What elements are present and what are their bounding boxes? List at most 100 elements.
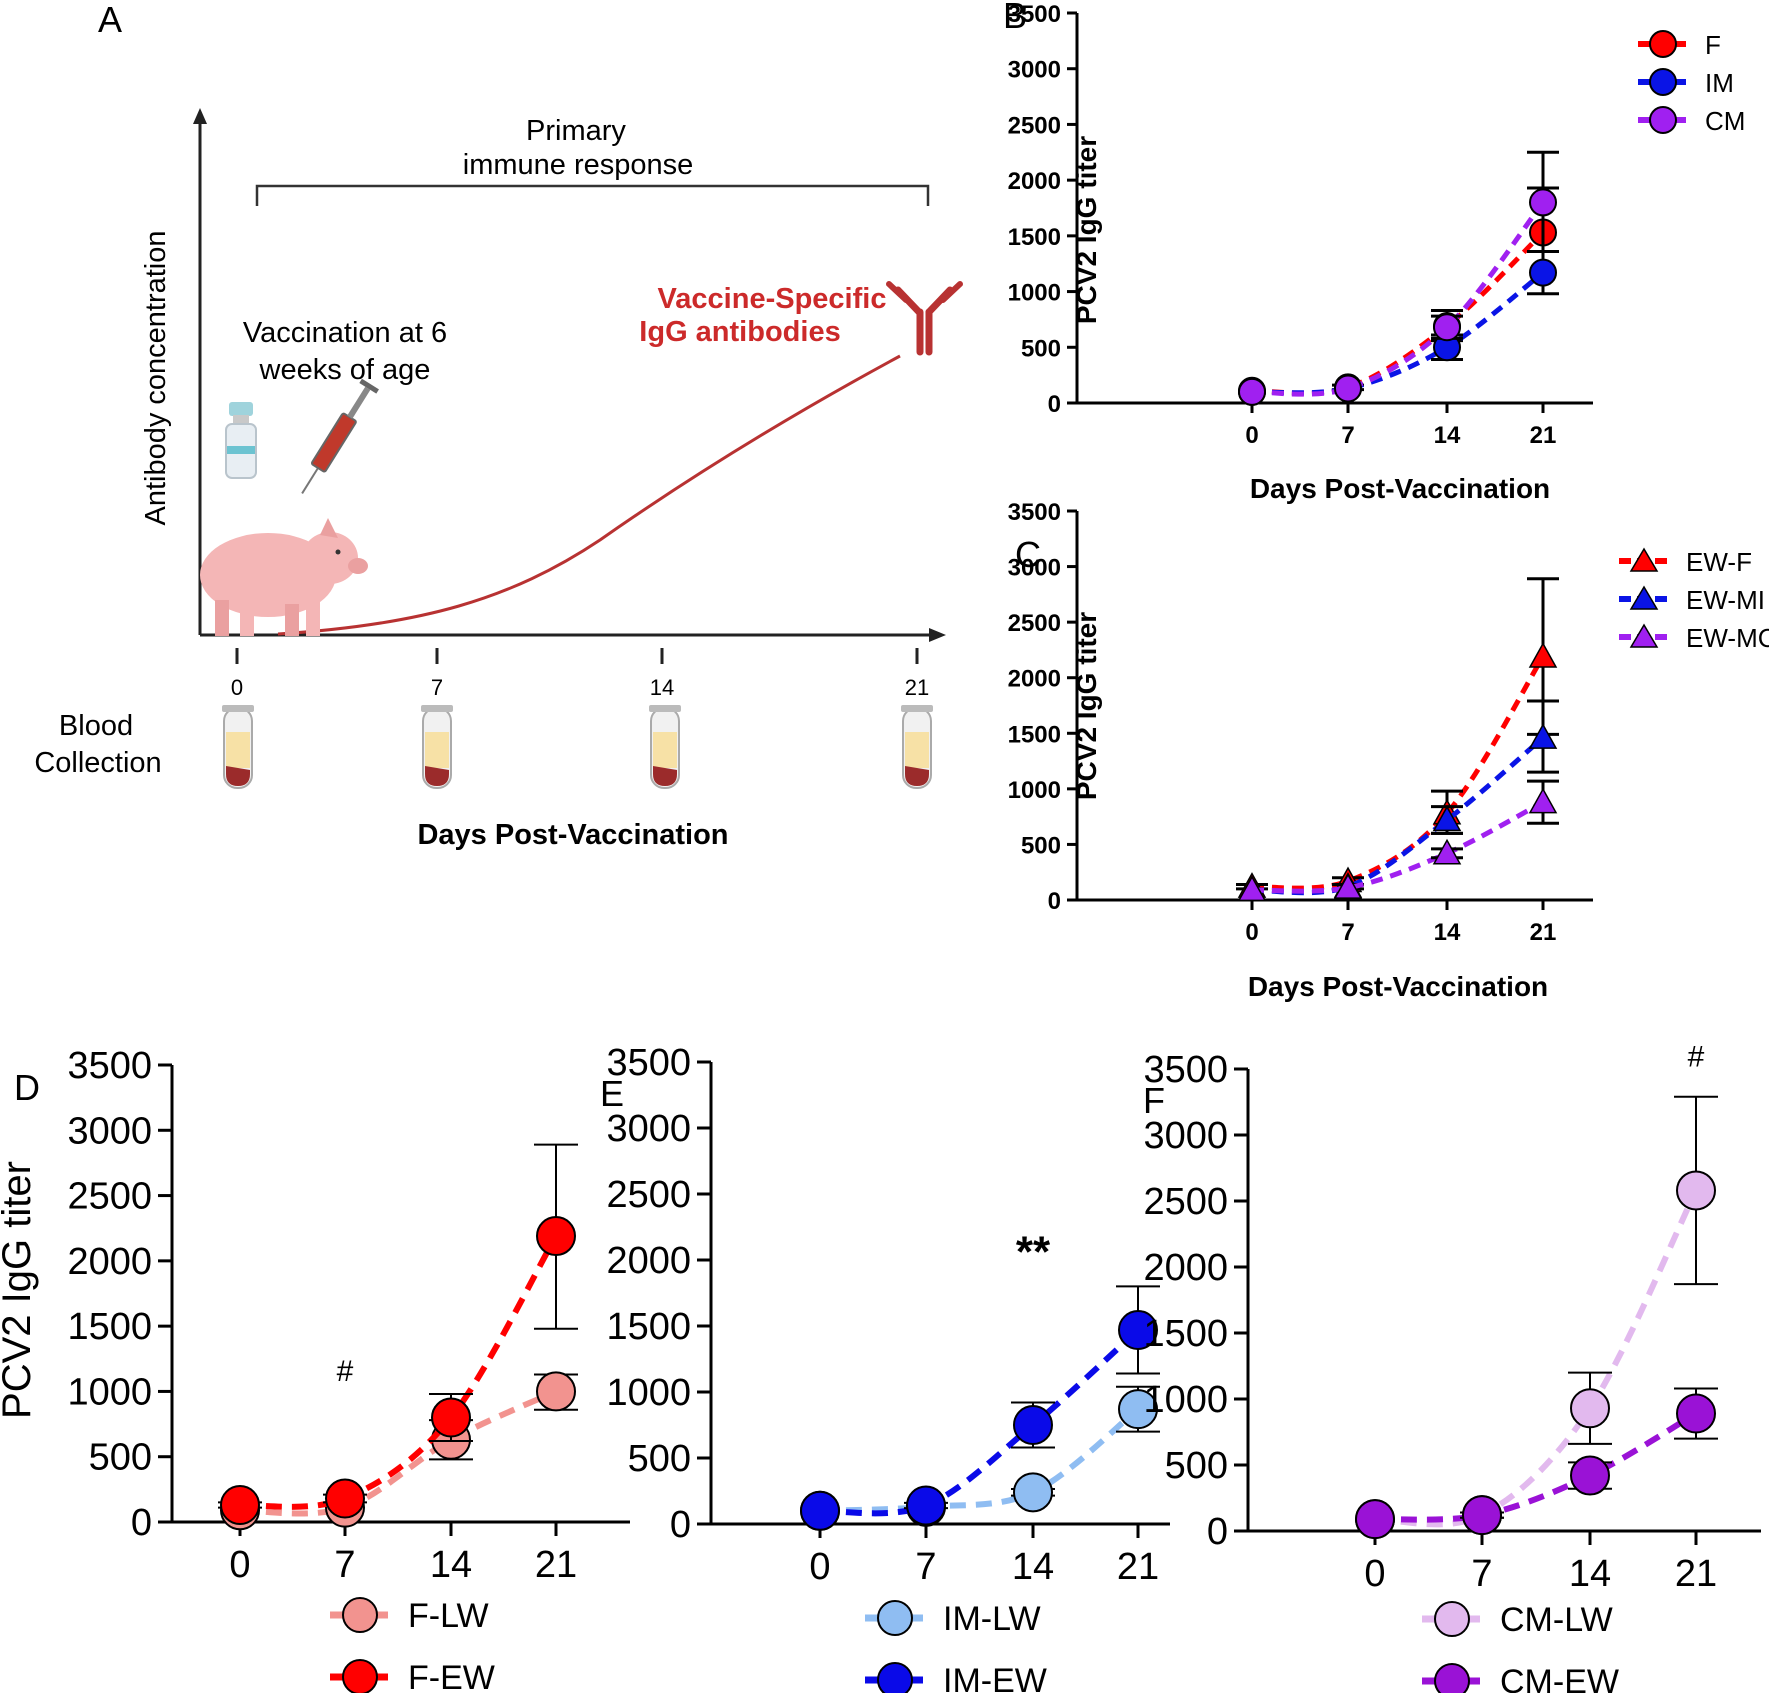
panel-a-letter: A — [98, 0, 122, 40]
y-tick-label: 0 — [1048, 888, 1061, 915]
significance-annotation: # — [1688, 1040, 1705, 1073]
data-point — [1237, 875, 1267, 902]
legend-entry-ew-f: EW-F — [1619, 547, 1752, 577]
blood-tube-icon — [649, 705, 681, 789]
y-tick-label: 2500 — [67, 1176, 152, 1218]
y-tick-label: 3500 — [1143, 1049, 1228, 1091]
legend-entry-f-ew: F-EW — [330, 1659, 495, 1693]
legend-label: EW-MC — [1686, 623, 1769, 653]
legend-label: EW-MI — [1686, 585, 1765, 615]
y-tick-label: 1000 — [1143, 1379, 1228, 1421]
y-tick-label: 500 — [89, 1437, 152, 1479]
y-tick-label: 2000 — [1143, 1247, 1228, 1289]
x-tick-label: 21 — [1675, 1553, 1717, 1595]
y-tick-label: 3000 — [606, 1108, 691, 1150]
panel-letter: D — [14, 1067, 40, 1108]
data-point — [431, 1397, 471, 1438]
data-point — [906, 1485, 946, 1526]
x-tick-label: 0 — [1364, 1553, 1385, 1595]
y-tick-label: 3000 — [1008, 57, 1061, 84]
immune-response-bracket — [255, 184, 930, 206]
y-tick-label: 1000 — [606, 1372, 691, 1414]
series-line — [1374, 1189, 1699, 1528]
y-tick-label: 2500 — [1008, 112, 1061, 139]
y-tick-label: 3500 — [606, 1042, 691, 1084]
x-tick-label: 0 — [1245, 919, 1258, 946]
blood-collection-label-1: Blood — [59, 710, 133, 742]
legend-entry-cm-lw: CM-LW — [1422, 1601, 1613, 1639]
x-tick-label: 0 — [229, 1544, 250, 1586]
series-line — [1251, 655, 1546, 891]
x-tick-label: 0 — [809, 1546, 830, 1588]
vaccination-label-1: Vaccination at 6 — [243, 317, 447, 349]
x-tick-label: 0 — [1245, 422, 1258, 449]
significance-annotation: # — [337, 1355, 354, 1388]
y-tick-label: 3000 — [67, 1110, 152, 1152]
data-point — [220, 1485, 260, 1526]
series-line — [239, 1234, 559, 1510]
x-tick-label: 14 — [1012, 1546, 1054, 1588]
data-point — [1355, 1499, 1395, 1540]
y-tick-label: 1000 — [1008, 280, 1061, 307]
data-point — [1570, 1455, 1610, 1496]
antibody-icon — [886, 281, 963, 356]
data-point — [1432, 838, 1462, 865]
data-point — [1528, 787, 1558, 814]
y-tick-label: 2000 — [1008, 168, 1061, 195]
legend-entry-ew-mi: EW-MI — [1619, 585, 1765, 615]
legend-swatch-marker — [1629, 585, 1659, 610]
x-tick-label: 21 — [535, 1544, 577, 1586]
series-line — [1251, 200, 1545, 397]
y-tick-label: 1500 — [1143, 1313, 1228, 1355]
series-f-ew — [218, 1143, 578, 1526]
chart-panel-b: B 0 500 1000 1500 2000 2500 3000 3500 0 7 14 21 PCV2 … — [1003, 0, 1745, 504]
y-tick-label: 2500 — [1008, 610, 1061, 637]
chart-panel-d: D 0 500 1000 1500 2000 2500 3000 3500 0 7 14 21 PCV2 … — [0, 1045, 630, 1693]
series-line — [1251, 270, 1545, 396]
bracket-label-1: Primary — [526, 115, 626, 147]
x-tick-label: 21 — [1530, 422, 1557, 449]
data-point — [536, 1371, 576, 1412]
series-line — [819, 1327, 1141, 1517]
legend-label: F — [1705, 30, 1721, 60]
legend-entry-im-ew: IM-EW — [865, 1662, 1047, 1693]
data-point — [1462, 1495, 1502, 1536]
x-tick-label: 7 — [1341, 919, 1354, 946]
data-point — [1013, 1472, 1053, 1513]
vaccination-label-2: weeks of age — [259, 354, 431, 386]
data-point — [1676, 1170, 1716, 1211]
y-tick-label: 0 — [1048, 391, 1061, 418]
series-line — [1251, 799, 1545, 894]
legend-swatch-marker — [342, 1597, 378, 1633]
panel-letter: F — [1143, 1080, 1165, 1121]
data-point — [800, 1490, 840, 1531]
series-ew-mc — [1237, 779, 1559, 902]
y-tick-label: 1500 — [1008, 721, 1061, 748]
legend-label: CM — [1705, 106, 1745, 136]
blood-tube-icon — [222, 705, 254, 789]
y-tick-label: 3500 — [67, 1045, 152, 1087]
y-tick-label: 2000 — [606, 1240, 691, 1282]
legend-swatch-marker — [1434, 1601, 1470, 1637]
legend-label: IM — [1705, 68, 1734, 98]
panel-letter: C — [1015, 534, 1041, 575]
legend-swatch-marker — [1649, 68, 1677, 96]
legend-swatch-marker — [1434, 1663, 1470, 1693]
schematic-x-label: Days Post-Vaccination — [417, 819, 728, 851]
bracket-label-2: immune response — [463, 149, 694, 181]
series-line — [1374, 1410, 1698, 1523]
legend-entry-im: IM — [1638, 68, 1734, 98]
legend-swatch-marker — [1649, 106, 1677, 134]
y-tick-label: 3500 — [1008, 499, 1061, 526]
y-tick-label: 2000 — [67, 1241, 152, 1283]
x-tick-label: 14 — [1434, 919, 1461, 946]
pig-icon — [200, 518, 368, 636]
x-tick-label: 7 — [334, 1544, 355, 1586]
x-tick-label: 14 — [1569, 1553, 1611, 1595]
y-tick-label: 1500 — [67, 1306, 152, 1348]
data-point — [1433, 313, 1461, 342]
y-tick-label: 1500 — [1008, 224, 1061, 251]
timeline-tick-7: 7 — [431, 675, 443, 700]
legend-swatch-marker — [1649, 30, 1677, 58]
data-point — [1333, 873, 1363, 899]
